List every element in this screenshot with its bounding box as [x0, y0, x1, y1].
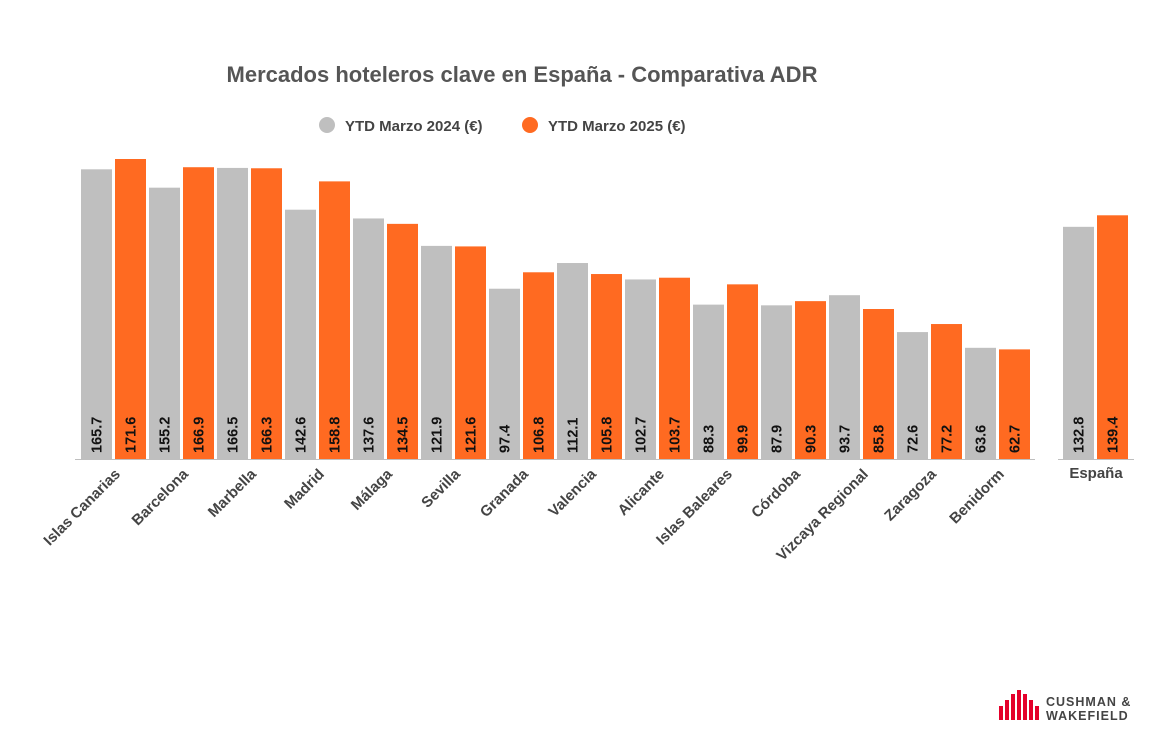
category-label: Valencia — [545, 465, 600, 520]
cat-3-bar-2024 — [285, 209, 316, 459]
cat-4-bar-2024 — [353, 218, 384, 459]
cat-1-bar-2024 — [149, 187, 180, 459]
logo-mark-bar — [1035, 706, 1039, 720]
category-label: Alicante — [615, 466, 668, 519]
cat-10-bar-2025 — [795, 301, 826, 459]
cat-0-bar-2025 — [115, 159, 146, 459]
cat-11-bar-2024 — [829, 295, 860, 459]
cat-3-value-label-2024: 142.6 — [294, 417, 310, 453]
cushman-wakefield-logo: CUSHMAN & WAKEFIELD — [999, 690, 1131, 723]
cat-5-bar-2024 — [421, 245, 452, 459]
cat-3-bar-2025 — [319, 181, 350, 459]
cat-3-value-label-2025: 158.8 — [328, 417, 344, 453]
cat-0-value-label-2024: 165.7 — [90, 417, 106, 453]
cat-4-bar-2025 — [387, 223, 418, 459]
legend-marker-2024 — [319, 117, 335, 133]
cat-6-bar-2024 — [489, 288, 520, 459]
cat-6-value-label-2024: 97.4 — [498, 425, 514, 453]
cat-13-value-label-2024: 63.6 — [974, 425, 990, 453]
cat-7-value-label-2024: 112.1 — [566, 418, 582, 454]
category-label: Sevilla — [418, 465, 464, 511]
cat-0-bar-2024 — [81, 169, 112, 459]
cat-8-value-label-2024: 102.7 — [634, 417, 650, 453]
category-label: Córdoba — [748, 465, 804, 521]
cat-12-value-label-2025: 77.2 — [940, 425, 956, 453]
summary-plot-area: 132.8 139.4 España — [1058, 215, 1134, 482]
chart-title: Mercados hoteleros clave en España - Com… — [227, 62, 818, 87]
category-label: Benidorm — [946, 466, 1008, 528]
logo-mark-bar — [1029, 700, 1033, 720]
cat-6-bar-2025 — [523, 272, 554, 459]
cat-6-value-label-2025: 106.8 — [532, 417, 548, 453]
category-label: Barcelona — [129, 465, 193, 529]
cat-1-value-label-2025: 166.9 — [192, 417, 208, 453]
cat-7-bar-2025 — [591, 274, 622, 459]
summary-bar-2024 — [1063, 226, 1094, 459]
cat-11-bar-2025 — [863, 309, 894, 459]
logo-line-1: CUSHMAN & — [1046, 695, 1131, 709]
logo-mark-bar — [1005, 700, 1009, 720]
cat-7-value-label-2025: 105.8 — [600, 417, 616, 453]
legend: YTD Marzo 2024 (€) YTD Marzo 2025 (€) — [319, 117, 686, 135]
cat-13-value-label-2025: 62.7 — [1008, 425, 1024, 453]
category-label: Marbella — [205, 465, 261, 521]
legend-label-2025: YTD Marzo 2025 (€) — [548, 118, 686, 135]
cat-13-bar-2025 — [999, 349, 1030, 459]
cat-12-bar-2024 — [897, 332, 928, 459]
cat-13-bar-2024 — [965, 347, 996, 459]
cat-2-bar-2024 — [217, 167, 248, 459]
cat-12-bar-2025 — [931, 324, 962, 459]
cat-10-value-label-2025: 90.3 — [804, 425, 820, 453]
cat-11-value-label-2025: 85.8 — [872, 425, 888, 453]
cat-12-value-label-2024: 72.6 — [906, 425, 922, 453]
logo-mark-bar — [1011, 694, 1015, 720]
cat-2-value-label-2024: 166.5 — [226, 417, 242, 453]
cat-4-value-label-2024: 137.6 — [362, 417, 378, 453]
cat-0-value-label-2025: 171.6 — [124, 417, 140, 453]
cat-10-value-label-2024: 87.9 — [770, 425, 786, 453]
summary-value-label-2025: 139.4 — [1106, 417, 1122, 453]
cat-8-bar-2025 — [659, 277, 690, 459]
cat-5-value-label-2024: 121.9 — [430, 417, 446, 453]
cat-7-bar-2024 — [557, 263, 588, 459]
legend-marker-2025 — [522, 117, 538, 133]
category-label: Zaragoza — [881, 465, 940, 524]
logo-line-2: WAKEFIELD — [1046, 709, 1129, 723]
cat-10-bar-2024 — [761, 305, 792, 459]
cat-1-value-label-2024: 155.2 — [158, 417, 174, 453]
logo-mark-bar — [1017, 690, 1021, 720]
cat-5-bar-2025 — [455, 246, 486, 459]
category-label: Granada — [477, 465, 533, 521]
logo-mark-bar — [999, 706, 1003, 720]
category-label: Málaga — [348, 465, 396, 513]
category-label: Madrid — [281, 466, 328, 513]
logo-mark-bar — [1023, 694, 1027, 720]
summary-category-label: España — [1069, 465, 1123, 482]
cat-4-value-label-2025: 134.5 — [396, 417, 412, 453]
cat-9-value-label-2025: 99.9 — [736, 425, 752, 453]
logo-mark-icon — [999, 690, 1039, 720]
cat-9-bar-2025 — [727, 284, 758, 459]
cat-5-value-label-2025: 121.6 — [464, 417, 480, 453]
legend-label-2024: YTD Marzo 2024 (€) — [345, 118, 483, 135]
category-label: Islas Canarias — [40, 466, 123, 549]
cat-8-value-label-2025: 103.7 — [668, 417, 684, 453]
cat-8-bar-2024 — [625, 279, 656, 459]
cat-2-value-label-2025: 166.3 — [260, 417, 276, 453]
summary-value-label-2024: 132.8 — [1072, 417, 1088, 453]
cat-9-bar-2024 — [693, 304, 724, 459]
cat-11-value-label-2024: 93.7 — [838, 425, 854, 453]
cat-2-bar-2025 — [251, 168, 282, 459]
cat-9-value-label-2024: 88.3 — [702, 425, 718, 453]
cat-1-bar-2025 — [183, 167, 214, 459]
summary-bar-2025 — [1097, 215, 1128, 459]
